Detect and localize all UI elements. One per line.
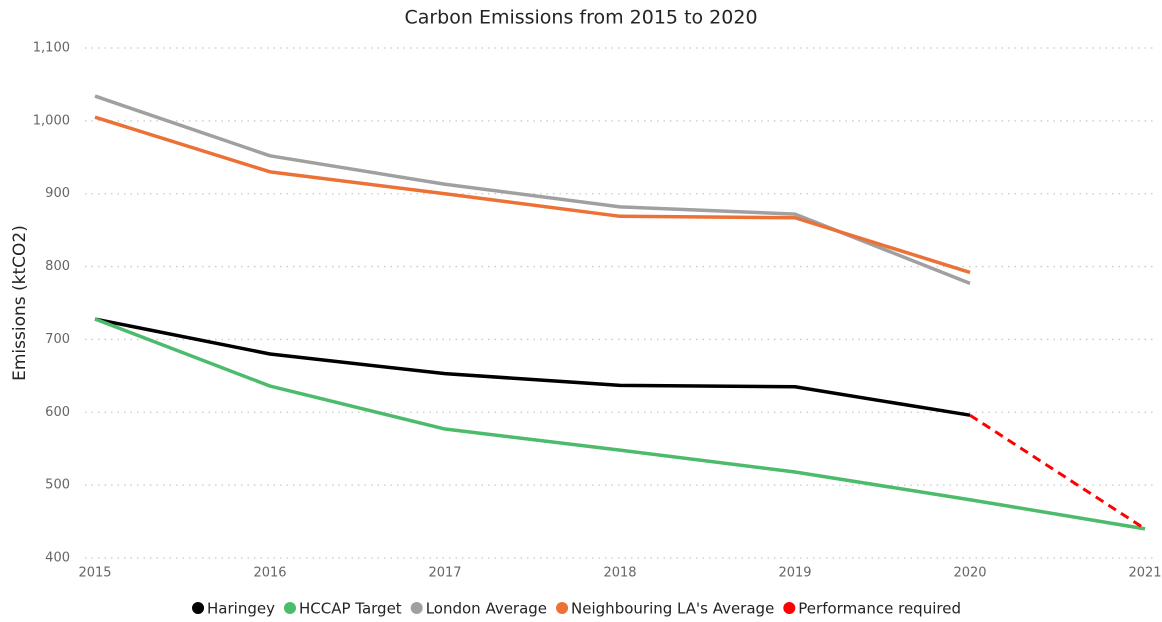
line-series bbox=[94, 317, 971, 417]
legend-label: HCCAP Target bbox=[299, 600, 402, 618]
legend-label: London Average bbox=[426, 600, 547, 618]
line-series bbox=[94, 317, 1146, 531]
y-tick-label: 700 bbox=[45, 332, 70, 347]
legend-marker bbox=[283, 602, 296, 614]
y-tick-label: 400 bbox=[45, 551, 70, 566]
y-tick-label: 500 bbox=[45, 478, 70, 493]
chart-title: Carbon Emissions from 2015 to 2020 bbox=[404, 7, 757, 29]
line-series bbox=[94, 115, 971, 275]
legend-marker bbox=[783, 602, 796, 614]
y-axis-title: Emissions (ktCO2) bbox=[10, 225, 30, 381]
x-tick-label: 2021 bbox=[1128, 566, 1161, 581]
x-tick-label: 2017 bbox=[428, 566, 461, 581]
y-tick-label: 600 bbox=[45, 405, 70, 420]
x-tick-label: 2020 bbox=[953, 566, 986, 581]
legend-marker bbox=[410, 602, 423, 614]
y-tick-label: 1,000 bbox=[33, 113, 70, 128]
legend-label: Neighbouring LA's Average bbox=[571, 600, 774, 618]
line-series bbox=[94, 94, 971, 285]
legend-label: Performance required bbox=[798, 600, 961, 618]
line-series bbox=[969, 413, 1146, 531]
y-tick-label: 1,100 bbox=[33, 41, 70, 56]
legend-label: Haringey bbox=[207, 600, 275, 618]
legend-marker bbox=[556, 602, 569, 614]
y-tick-label: 800 bbox=[45, 259, 70, 274]
x-tick-label: 2015 bbox=[78, 566, 111, 581]
x-tick-label: 2016 bbox=[253, 566, 286, 581]
y-tick-label: 900 bbox=[45, 186, 70, 201]
x-tick-label: 2019 bbox=[778, 566, 811, 581]
x-tick-label: 2018 bbox=[603, 566, 636, 581]
legend-marker bbox=[192, 602, 205, 614]
